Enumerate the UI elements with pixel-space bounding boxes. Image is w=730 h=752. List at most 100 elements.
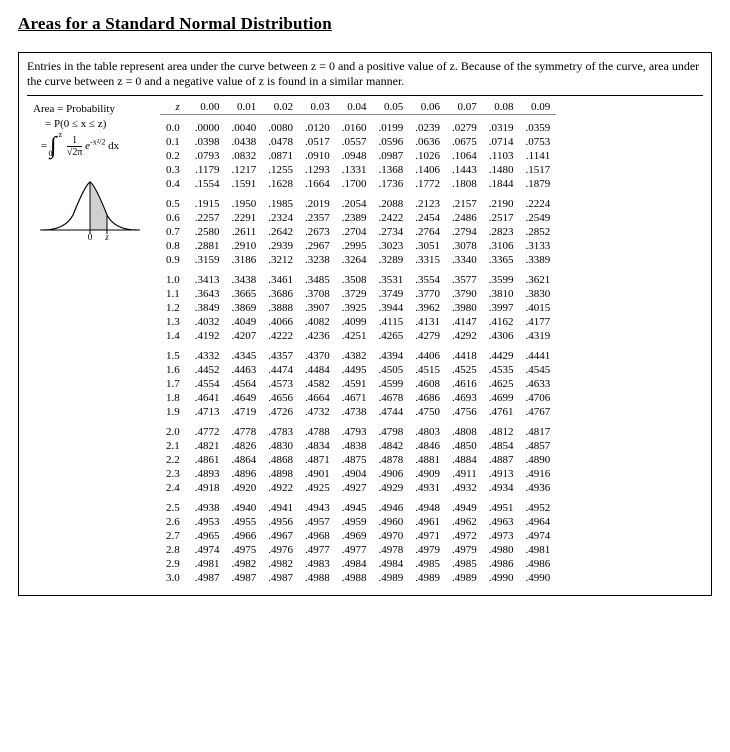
probability-formula: = P(0 ≤ x ≤ z) — [27, 118, 152, 130]
table-cell: .4850 — [446, 439, 483, 453]
col-0.05: 0.05 — [373, 100, 410, 115]
table-cell: .4988 — [299, 571, 336, 585]
table-cell: .4664 — [299, 391, 336, 405]
table-cell: .4015 — [520, 301, 557, 315]
table-cell: .3962 — [409, 301, 446, 315]
table-cell: 0.6 — [160, 211, 189, 225]
table-row: 0.7.2580.2611.2642.2673.2704.2734.2764.2… — [160, 225, 556, 239]
table-cell: .1950 — [226, 191, 263, 211]
table-cell: 0.1 — [160, 135, 189, 149]
table-row: 0.5.1915.1950.1985.2019.2054.2088.2123.2… — [160, 191, 556, 211]
col-0.09: 0.09 — [520, 100, 557, 115]
table-cell: .3023 — [373, 239, 410, 253]
table-cell: .3907 — [299, 301, 336, 315]
table-cell: .4931 — [409, 481, 446, 495]
table-cell: .4878 — [373, 453, 410, 467]
table-cell: .4082 — [299, 315, 336, 329]
table-cell: .1255 — [262, 163, 299, 177]
table-cell: .4987 — [189, 571, 226, 585]
table-cell: .3749 — [373, 287, 410, 301]
table-cell: .4913 — [483, 467, 520, 481]
table-row: 1.2.3849.3869.3888.3907.3925.3944.3962.3… — [160, 301, 556, 315]
table-cell: .2517 — [483, 211, 520, 225]
table-cell: .0080 — [262, 115, 299, 136]
table-cell: 0.3 — [160, 163, 189, 177]
col-0.03: 0.03 — [299, 100, 336, 115]
table-row: 2.2.4861.4864.4868.4871.4875.4878.4881.4… — [160, 453, 556, 467]
table-cell: .4987 — [262, 571, 299, 585]
table-cell: 2.2 — [160, 453, 189, 467]
table-cell: .3438 — [226, 267, 263, 287]
table-cell: .2324 — [262, 211, 299, 225]
table-cell: 0.2 — [160, 149, 189, 163]
table-cell: .1664 — [299, 177, 336, 191]
table-cell: .1026 — [409, 149, 446, 163]
table-row: 2.4.4918.4920.4922.4925.4927.4929.4931.4… — [160, 481, 556, 495]
table-cell: .2910 — [226, 239, 263, 253]
z-table: z0.000.010.020.030.040.050.060.070.080.0… — [160, 100, 556, 585]
table-cell: .4678 — [373, 391, 410, 405]
table-cell: .3078 — [446, 239, 483, 253]
table-cell: .4236 — [299, 329, 336, 343]
table-cell: 0.4 — [160, 177, 189, 191]
table-cell: .2939 — [262, 239, 299, 253]
table-cell: .4830 — [262, 439, 299, 453]
table-cell: .4881 — [409, 453, 446, 467]
col-0.00: 0.00 — [189, 100, 226, 115]
table-row: 1.3.4032.4049.4066.4082.4099.4115.4131.4… — [160, 315, 556, 329]
table-cell: .4817 — [520, 419, 557, 439]
table-cell: .4265 — [373, 329, 410, 343]
table-cell: .3340 — [446, 253, 483, 267]
table-cell: .3888 — [262, 301, 299, 315]
col-0.02: 0.02 — [262, 100, 299, 115]
table-row: 1.1.3643.3665.3686.3708.3729.3749.3770.3… — [160, 287, 556, 301]
table-cell: 2.9 — [160, 557, 189, 571]
table-cell: .4989 — [446, 571, 483, 585]
table-cell: .4582 — [299, 377, 336, 391]
table-cell: .4706 — [520, 391, 557, 405]
table-cell: .4474 — [262, 363, 299, 377]
table-cell: .4591 — [336, 377, 373, 391]
table-cell: .4319 — [520, 329, 557, 343]
table-cell: .4761 — [483, 405, 520, 419]
table-cell: .4495 — [336, 363, 373, 377]
table-cell: .0438 — [226, 135, 263, 149]
table-group: 1.5.4332.4345.4357.4370.4382.4394.4406.4… — [160, 343, 556, 419]
table-cell: .4906 — [373, 467, 410, 481]
table-cell: .0596 — [373, 135, 410, 149]
table-cell: .4970 — [373, 529, 410, 543]
table-cell: .4896 — [226, 467, 263, 481]
table-cell: .2967 — [299, 239, 336, 253]
table-cell: .1179 — [189, 163, 226, 177]
table-cell: 2.7 — [160, 529, 189, 543]
table-cell: .4222 — [262, 329, 299, 343]
table-container: Entries in the table represent area unde… — [18, 52, 712, 596]
table-cell: .4505 — [373, 363, 410, 377]
table-cell: .1985 — [262, 191, 299, 211]
table-cell: .4940 — [226, 495, 263, 515]
col-0.07: 0.07 — [446, 100, 483, 115]
table-cell: .4370 — [299, 343, 336, 363]
table-cell: .1554 — [189, 177, 226, 191]
table-cell: .2019 — [299, 191, 336, 211]
table-cell: .3238 — [299, 253, 336, 267]
table-cell: 1.0 — [160, 267, 189, 287]
table-cell: .4357 — [262, 343, 299, 363]
table-cell: .2486 — [446, 211, 483, 225]
table-row: 0.4.1554.1591.1628.1664.1700.1736.1772.1… — [160, 177, 556, 191]
table-cell: .4545 — [520, 363, 557, 377]
table-cell: 1.8 — [160, 391, 189, 405]
table-cell: .4904 — [336, 467, 373, 481]
table-cell: .4783 — [262, 419, 299, 439]
table-cell: .4901 — [299, 467, 336, 481]
table-cell: .4957 — [299, 515, 336, 529]
table-cell: .4936 — [520, 481, 557, 495]
table-cell: .3729 — [336, 287, 373, 301]
table-cell: .4251 — [336, 329, 373, 343]
table-cell: .4981 — [520, 543, 557, 557]
table-cell: .4984 — [373, 557, 410, 571]
table-cell: .1141 — [520, 149, 557, 163]
table-cell: .0359 — [520, 115, 557, 136]
table-cell: .1480 — [483, 163, 520, 177]
table-group: 0.0.0000.0040.0080.0120.0160.0199.0239.0… — [160, 115, 556, 192]
